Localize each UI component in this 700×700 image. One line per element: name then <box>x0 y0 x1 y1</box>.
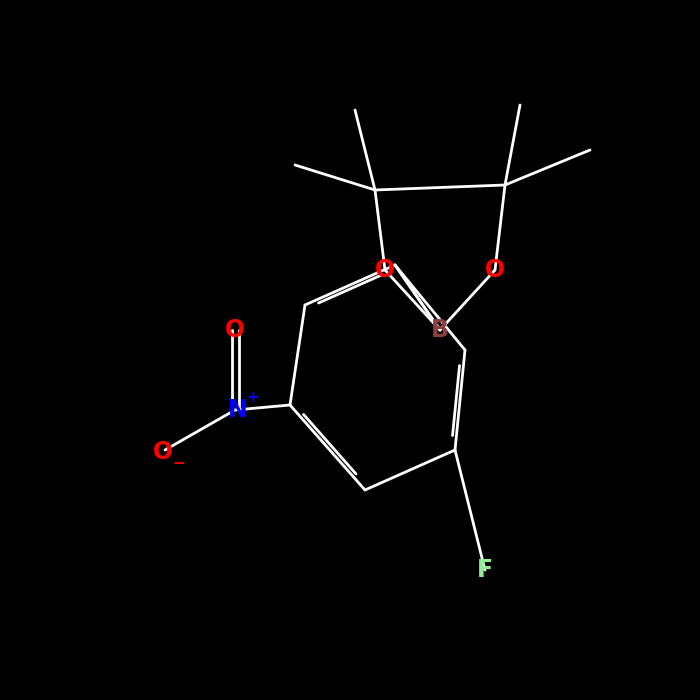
Text: O: O <box>225 318 245 342</box>
Text: F: F <box>477 558 493 582</box>
Text: −: − <box>173 456 186 470</box>
Text: O: O <box>485 258 505 282</box>
Text: N: N <box>228 398 248 422</box>
Text: B: B <box>431 318 449 342</box>
Text: O: O <box>375 258 395 282</box>
Text: +: + <box>246 391 260 405</box>
Text: O: O <box>153 440 173 464</box>
